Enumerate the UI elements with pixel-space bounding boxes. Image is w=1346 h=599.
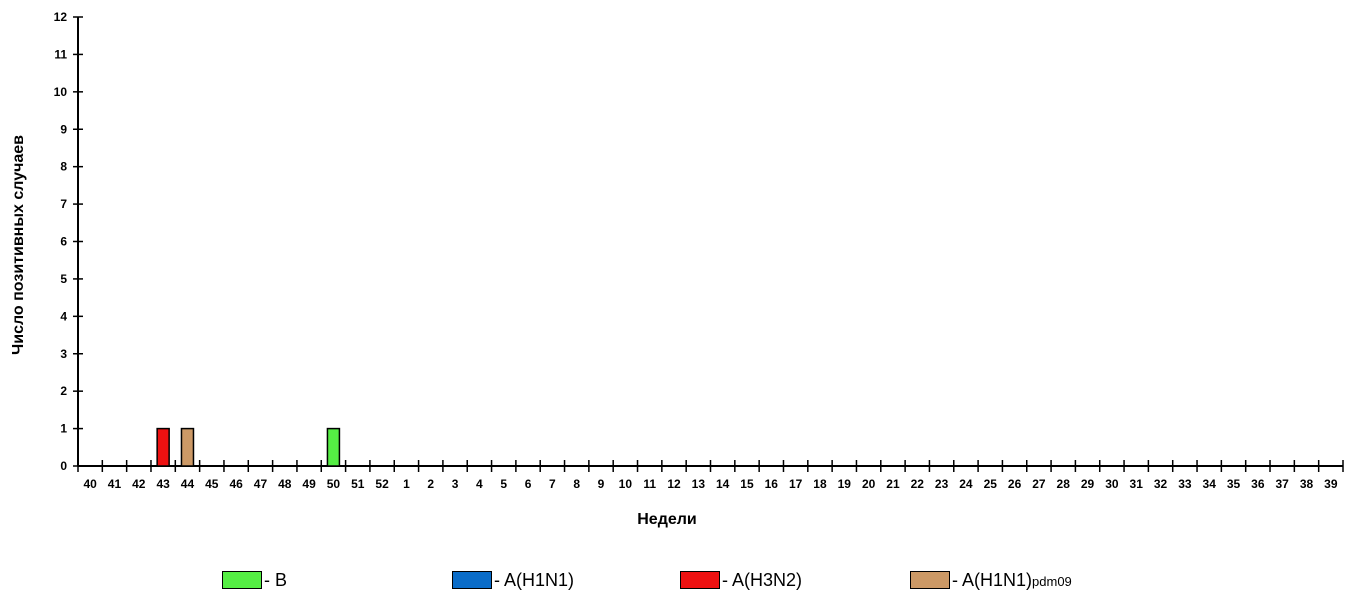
x-tick-label: 45 <box>205 477 219 491</box>
y-tick-label: 8 <box>60 160 67 174</box>
x-tick-label: 36 <box>1251 477 1265 491</box>
x-tick-label: 43 <box>156 477 170 491</box>
legend-item-b: - B <box>222 569 287 591</box>
x-tick-label: 8 <box>573 477 580 491</box>
y-axis-title: Число позитивных случаев <box>10 135 27 355</box>
y-tick-label: 5 <box>60 272 67 286</box>
x-tick-label: 25 <box>984 477 998 491</box>
legend-label-a-h3n2: - A(H3N2) <box>722 569 803 590</box>
x-tick-label: 35 <box>1227 477 1241 491</box>
legend: - B - A(H1N1) - A(H3N2) - A(H1N1)pdm09 <box>0 569 1346 593</box>
x-tick-label: 18 <box>813 477 827 491</box>
x-tick-label: 22 <box>911 477 925 491</box>
x-tick-label: 6 <box>525 477 532 491</box>
x-tick-label: 27 <box>1032 477 1046 491</box>
x-tick-label: 9 <box>598 477 605 491</box>
x-tick-label: 2 <box>427 477 434 491</box>
x-tick-label: 50 <box>327 477 341 491</box>
bar <box>156 427 170 467</box>
x-tick-label: 40 <box>83 477 97 491</box>
x-tick-label: 21 <box>886 477 900 491</box>
y-tick-label: 0 <box>60 459 67 473</box>
x-tick-label: 33 <box>1178 477 1192 491</box>
bars <box>156 427 341 467</box>
x-tick-label: 11 <box>643 477 656 491</box>
x-tick-label: 37 <box>1276 477 1290 491</box>
legend-swatch-a-h1n1 <box>452 571 492 589</box>
y-tick-label: 1 <box>60 422 67 436</box>
y-tick-label: 12 <box>54 10 68 24</box>
x-tick-label: 24 <box>959 477 973 491</box>
y-tick-label: 7 <box>60 197 67 211</box>
x-tick-label: 42 <box>132 477 146 491</box>
x-tick-label: 7 <box>549 477 556 491</box>
x-tick-label: 14 <box>716 477 730 491</box>
y-tick-label: 3 <box>60 347 67 361</box>
y-tick-label: 6 <box>60 235 67 249</box>
x-tick-label: 19 <box>838 477 852 491</box>
x-tick-label: 30 <box>1105 477 1119 491</box>
x-tick-label: 26 <box>1008 477 1022 491</box>
y-tick-label: 9 <box>60 122 67 136</box>
y-tick-label: 11 <box>54 47 67 61</box>
x-tick-label: 1 <box>403 477 410 491</box>
y-tick-label: 10 <box>54 85 68 99</box>
x-tick-label: 29 <box>1081 477 1095 491</box>
x-tick-label: 17 <box>789 477 803 491</box>
legend-item-a-h1n1: - A(H1N1) <box>452 569 574 591</box>
legend-label-a-h1n1-pdm09: - A(H1N1)pdm09 <box>952 569 1072 590</box>
x-tick-label: 4 <box>476 477 483 491</box>
x-tick-label: 44 <box>181 477 195 491</box>
x-tick-label: 49 <box>302 477 316 491</box>
x-tick-label: 48 <box>278 477 292 491</box>
y-tick-label: 2 <box>60 384 67 398</box>
legend-swatch-a-h3n2 <box>680 571 720 589</box>
legend-item-a-h3n2: - A(H3N2) <box>680 569 802 591</box>
y-tick-label: 4 <box>60 309 67 323</box>
x-tick-label: 20 <box>862 477 876 491</box>
x-tick-label: 10 <box>619 477 633 491</box>
x-tick-label: 47 <box>254 477 268 491</box>
legend-swatch-a-h1n1-pdm09 <box>910 571 950 589</box>
x-tick-label: 31 <box>1130 477 1144 491</box>
bar <box>180 427 195 467</box>
x-tick-label: 28 <box>1057 477 1071 491</box>
x-tick-label: 46 <box>229 477 243 491</box>
x-axis: 40 41 42 43 44 45 46 47 48 49 50 51 52 1 2 3 4 5 6 7 8 9 10 11 1… <box>77 460 1344 491</box>
x-tick-label: 32 <box>1154 477 1168 491</box>
x-tick-label: 12 <box>667 477 681 491</box>
x-tick-label: 13 <box>692 477 706 491</box>
x-axis-title: Недели <box>637 511 697 528</box>
x-tick-label: 5 <box>500 477 507 491</box>
x-tick-label: 41 <box>108 477 122 491</box>
legend-item-a-h1n1-pdm09: - A(H1N1)pdm09 <box>910 569 1072 591</box>
x-tick-label: 38 <box>1300 477 1314 491</box>
legend-label-a-h1n1: - A(H1N1) <box>494 569 575 590</box>
bar <box>326 427 341 467</box>
x-tick-label: 52 <box>375 477 389 491</box>
x-tick-label: 16 <box>765 477 779 491</box>
legend-swatch-b <box>222 571 262 589</box>
x-tick-label: 51 <box>351 477 365 491</box>
x-tick-label: 15 <box>740 477 754 491</box>
legend-label-b: - B <box>264 569 288 590</box>
x-tick-label: 34 <box>1203 477 1217 491</box>
x-tick-label: 23 <box>935 477 949 491</box>
x-tick-label: 3 <box>452 477 459 491</box>
x-tick-label: 39 <box>1324 477 1338 491</box>
